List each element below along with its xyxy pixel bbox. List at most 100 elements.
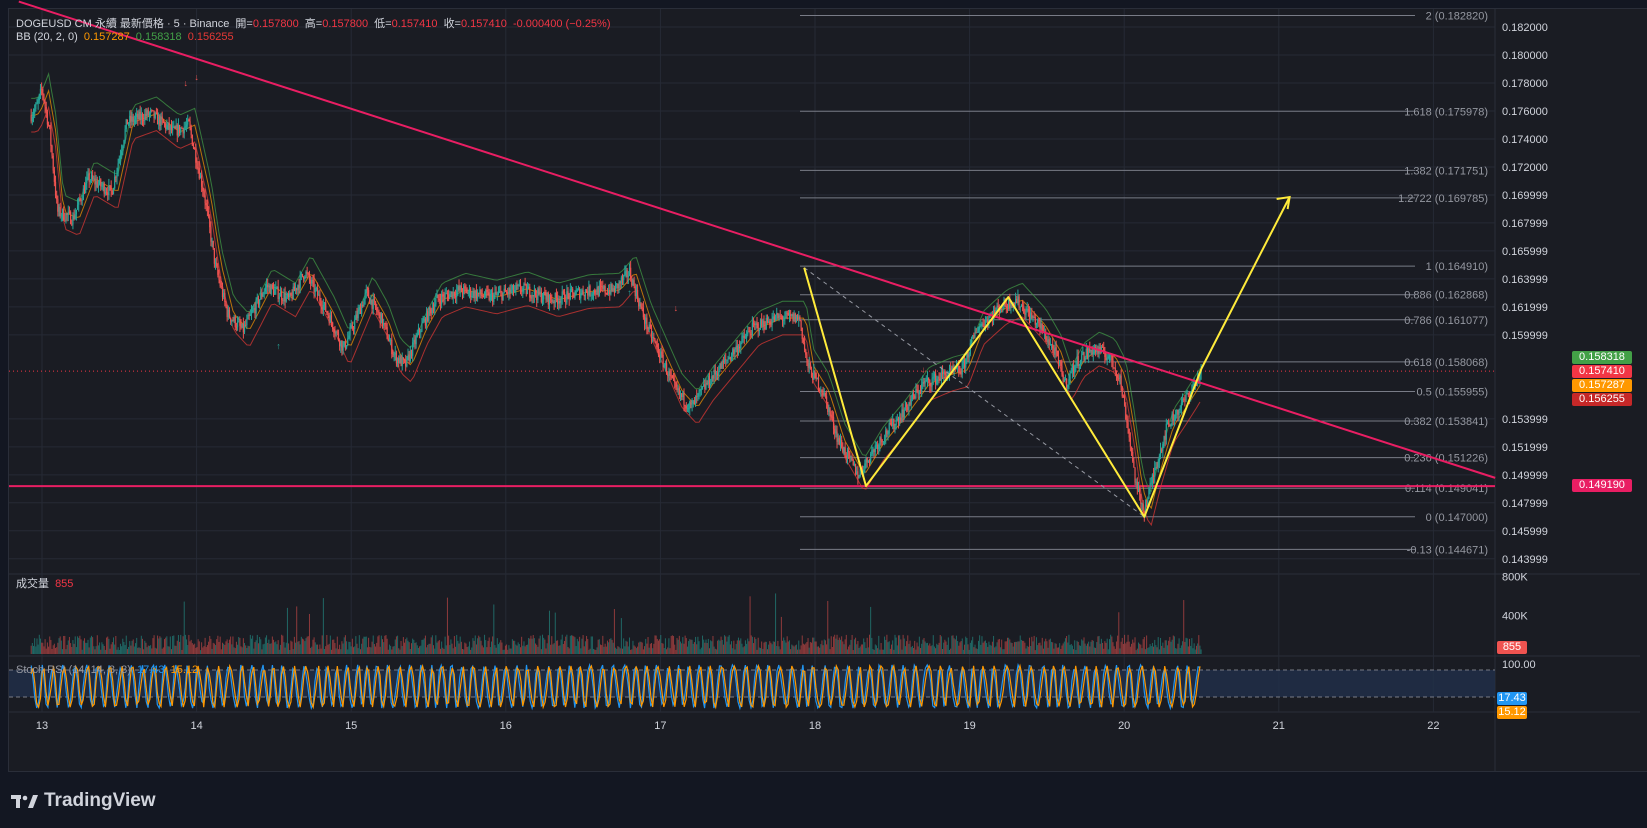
candle-body — [123, 140, 125, 147]
volume-bar — [253, 648, 255, 654]
volume-bar — [772, 641, 774, 654]
candle-body — [177, 125, 180, 136]
candle-body — [76, 204, 79, 210]
volume-bar — [986, 643, 988, 654]
volume-bar — [1040, 645, 1042, 654]
volume-bar — [1162, 642, 1164, 654]
volume-bar — [87, 639, 89, 654]
candle-body — [1159, 449, 1162, 456]
volume-bar — [390, 645, 392, 654]
volume-bar — [816, 646, 818, 654]
volume-bar — [841, 636, 843, 654]
volume-bar — [868, 634, 870, 654]
candle-body — [71, 223, 73, 225]
candle-body — [624, 271, 626, 276]
price-tick-label: 0.145999 — [1502, 526, 1548, 538]
volume-bar — [648, 647, 650, 654]
volume-bar — [794, 645, 796, 654]
candle-body — [1130, 446, 1133, 452]
volume-bar — [1070, 644, 1072, 654]
candle-body — [43, 94, 45, 102]
candle-body — [357, 310, 359, 319]
candle-body — [590, 294, 592, 296]
volume-bar — [1153, 646, 1155, 654]
volume-bar — [590, 636, 592, 654]
volume-bar — [230, 636, 232, 654]
volume-bar — [910, 647, 912, 654]
volume-bar — [531, 638, 533, 654]
volume-bar — [146, 647, 148, 654]
volume-bar — [85, 642, 87, 654]
volume-bar — [511, 639, 513, 654]
candle-body — [83, 188, 86, 194]
volume-bar — [48, 646, 50, 654]
candle-body — [534, 289, 537, 296]
candle-body — [1157, 461, 1159, 468]
volume-bar — [594, 649, 596, 654]
candle-body — [660, 351, 662, 359]
volume-bar — [327, 644, 329, 654]
volume-bar — [897, 635, 899, 654]
candle-body — [803, 342, 806, 350]
volume-bar — [1182, 641, 1184, 654]
volume-bar — [728, 635, 730, 654]
volume-bar — [1080, 645, 1082, 654]
candle-body — [733, 349, 735, 355]
candle-body — [755, 323, 757, 325]
candle-body — [187, 119, 189, 125]
candle-body — [742, 335, 744, 337]
volume-bar — [823, 639, 825, 654]
volume-bar — [1002, 649, 1004, 654]
candle-body — [371, 299, 373, 309]
descending-trendline — [18, 0, 1496, 479]
candle-body — [653, 336, 655, 340]
volume-bar — [1165, 640, 1167, 654]
volume-bar — [906, 641, 908, 654]
candle-body — [747, 331, 749, 335]
candle-body — [521, 290, 523, 292]
volume-bar — [795, 644, 797, 654]
candle-body — [1045, 331, 1047, 341]
volume-bar — [611, 639, 613, 654]
volume-bar — [507, 649, 509, 654]
tradingview-logo[interactable]: TradingView — [10, 788, 156, 814]
candle-body — [286, 293, 289, 297]
volume-bar — [733, 640, 735, 654]
candle-body — [101, 186, 103, 187]
volume-bar — [151, 648, 153, 654]
volume-bar — [1026, 645, 1028, 654]
bb-legend[interactable]: BB (20, 2, 0) 0.157287 0.158318 0.156255 — [16, 31, 237, 43]
candle-body — [645, 317, 647, 324]
stoch-legend[interactable]: Stoch RSI (14, 14, 3, 3) 17.43 15.12 — [16, 664, 201, 676]
candle-body — [642, 307, 644, 318]
volume-bar — [710, 640, 712, 654]
volume-bar — [463, 649, 465, 654]
candle-body — [563, 291, 566, 302]
volume-bar — [1185, 637, 1187, 654]
volume-bar — [197, 639, 199, 654]
volume-bar — [926, 642, 928, 654]
volume-bar — [769, 641, 771, 654]
volume-bar — [350, 646, 352, 654]
volume-legend[interactable]: 成交量 855 — [16, 575, 76, 591]
volume-bar — [117, 647, 119, 654]
candle-body — [657, 347, 660, 355]
volume-bar — [204, 637, 206, 654]
volume-bar — [603, 646, 605, 654]
volume-bar — [589, 648, 591, 654]
volume-bar — [132, 639, 134, 654]
candle-body — [489, 294, 491, 300]
volume-bar — [664, 638, 666, 654]
volume-tick-label: 400K — [1502, 610, 1528, 622]
volume-bar — [792, 645, 794, 654]
volume-bar — [106, 637, 108, 654]
volume-bar — [587, 638, 589, 654]
candle-body — [877, 444, 879, 450]
volume-bar — [384, 635, 386, 654]
candle-body — [93, 178, 95, 180]
candle-body — [1023, 306, 1025, 314]
volume-bar — [1136, 648, 1138, 654]
candle-body — [94, 178, 96, 185]
volume-bar — [553, 643, 555, 654]
